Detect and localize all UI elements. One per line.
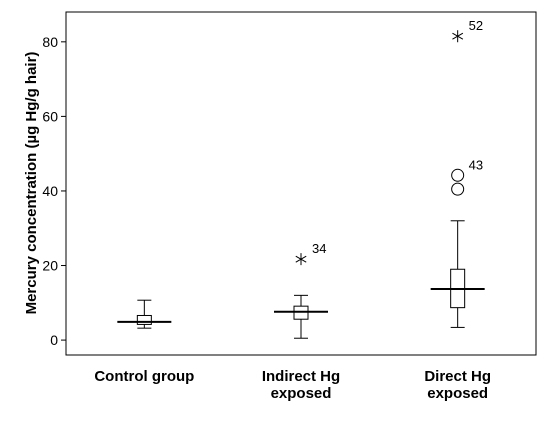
outlier-circle [451, 168, 465, 182]
y-tick-label: 40 [42, 183, 58, 199]
category-label-line: Direct Hg [424, 368, 491, 385]
box-group [117, 299, 172, 329]
outlier-circle [451, 182, 465, 196]
box-group: 34 [274, 241, 328, 339]
y-tick-label: 80 [42, 34, 58, 50]
category-label-line: Control group [94, 368, 194, 385]
outlier-star-stroke [295, 255, 307, 263]
outlier-label: 43 [469, 157, 483, 172]
category-label: Indirect Hg exposed [262, 368, 340, 402]
y-tick-label: 60 [42, 108, 58, 124]
category-label: Direct Hg exposed [424, 368, 491, 402]
outlier-label: 52 [469, 18, 483, 33]
boxes: 34 43 52 [117, 18, 485, 339]
y-tick-label: 0 [50, 332, 58, 348]
y-axis-label: Mercury concentration (µg Hg/g hair) [23, 52, 40, 315]
category-label-line: exposed [271, 385, 332, 402]
iqr-box [136, 314, 152, 325]
category-label-line: Indirect Hg [262, 368, 340, 385]
box-group: 43 52 [430, 18, 485, 328]
outlier-star-stroke [452, 32, 464, 40]
y-ticks: 0 20 40 60 80 [42, 34, 66, 348]
category-label: Control group [94, 368, 194, 385]
outlier-label: 34 [312, 241, 326, 256]
y-tick-label: 20 [42, 258, 58, 274]
category-label-line: exposed [427, 385, 488, 402]
